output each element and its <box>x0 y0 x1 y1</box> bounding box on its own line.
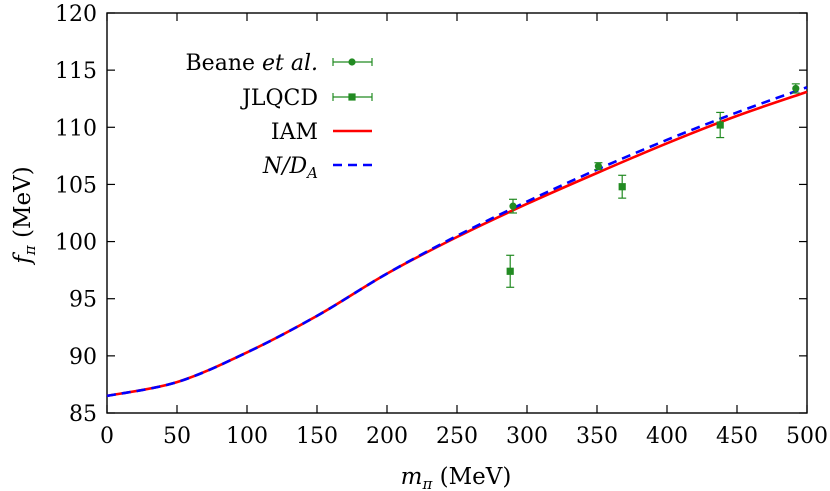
legend: Beane et al. JLQCD IAM N/DA <box>186 51 373 182</box>
axes <box>106 12 808 414</box>
y-tick-label: 105 <box>55 173 97 198</box>
x-tick-label: 0 <box>100 424 114 449</box>
data-point <box>594 162 603 170</box>
x-axis-title: mπ (MeV) <box>401 464 512 491</box>
series-line <box>106 90 808 398</box>
legend-label: IAM <box>271 120 318 145</box>
y-tick-label: 95 <box>69 288 97 313</box>
x-tick-label: 350 <box>576 424 618 449</box>
data-point <box>716 121 724 129</box>
y-tick-label: 110 <box>55 116 97 141</box>
x-tick-label: 450 <box>716 424 758 449</box>
legend-marker <box>348 58 356 66</box>
data-point <box>509 202 517 210</box>
series-line <box>106 86 808 398</box>
legend-label: N/DA <box>262 154 318 182</box>
legend-label: JLQCD <box>240 86 318 111</box>
data-point <box>506 267 514 275</box>
data-point <box>618 183 626 191</box>
data-series <box>106 83 808 398</box>
data-point <box>792 84 800 93</box>
x-tick-label: 400 <box>646 424 688 449</box>
y-tick-label: 85 <box>69 402 97 427</box>
x-tick-label: 150 <box>296 424 338 449</box>
tick-labels: 0 50 100 150 200 250 300 350 400 450 500 85 90 95 100 1… <box>55 2 828 449</box>
legend-label: Beane et al. <box>186 51 318 76</box>
y-tick-label: 100 <box>55 231 97 256</box>
y-tick-label: 120 <box>55 2 97 27</box>
x-tick-label: 500 <box>786 424 828 449</box>
x-tick-label: 100 <box>226 424 268 449</box>
x-tick-label: 200 <box>366 424 408 449</box>
y-tick-label: 115 <box>55 59 97 84</box>
x-tick-label: 250 <box>436 424 478 449</box>
legend-marker <box>348 93 356 101</box>
x-tick-label: 300 <box>506 424 548 449</box>
y-axis-title: fπ (MeV) <box>10 166 39 265</box>
y-tick-label: 90 <box>69 345 97 370</box>
x-tick-label: 50 <box>163 424 191 449</box>
